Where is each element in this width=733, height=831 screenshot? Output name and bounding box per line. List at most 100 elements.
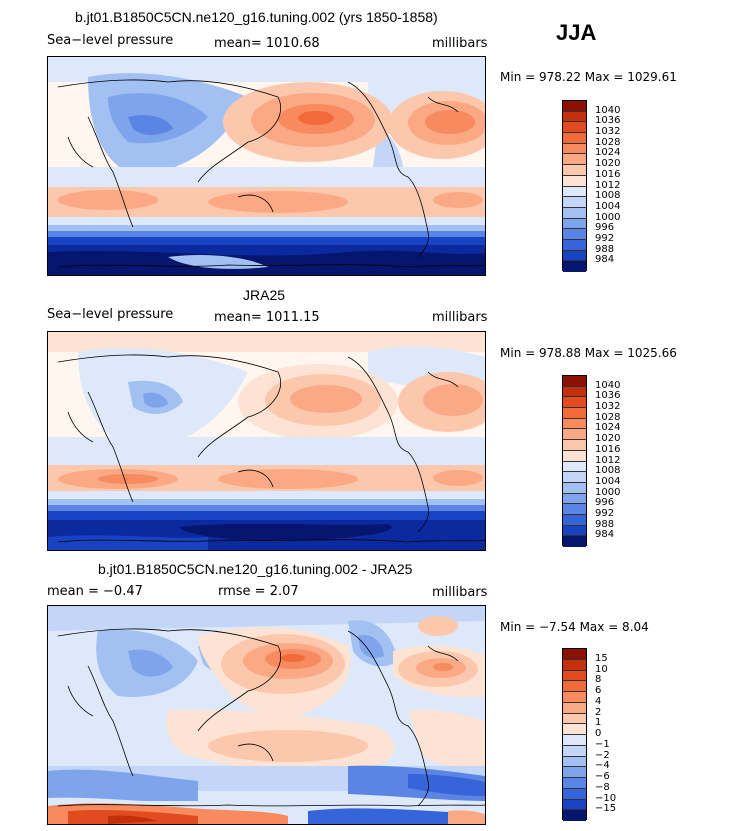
panel-1-variable-label: Sea−level pressure: [47, 33, 174, 48]
colorbar-bin: [563, 154, 586, 166]
colorbar-bin: [563, 207, 586, 219]
panel-3-rmse: rmse = 2.07: [218, 584, 299, 599]
colorbar-bin: [563, 218, 586, 230]
colorbar-bin: [563, 376, 586, 387]
colorbar-bin: [563, 133, 586, 144]
panel-2-minmax: Min = 978.88 Max = 1025.66: [500, 346, 677, 360]
colorbar-tick-label: 1028: [595, 136, 621, 148]
colorbar-tick-label: 1008: [595, 465, 621, 477]
colorbar-tick-label: 992: [595, 232, 615, 244]
colorbar-bin: [563, 681, 586, 692]
colorbar-bin: [563, 418, 586, 430]
panel-2-variable-label: Sea−level pressure: [47, 307, 174, 322]
colorbar-bin: [563, 778, 586, 789]
colorbar-bin: [563, 482, 586, 494]
panel-1-minmax: Min = 978.22 Max = 1029.61: [500, 70, 677, 84]
colorbar-bin: [563, 713, 586, 725]
colorbar-tick-label: 984: [595, 529, 615, 541]
panel-1-units: millibars: [432, 36, 488, 51]
colorbar-tick-label: 984: [595, 254, 615, 266]
colorbar-tick-label: 2: [595, 706, 602, 718]
colorbar-bin: [563, 745, 586, 757]
panel-1-mean: mean= 1010.68: [214, 36, 320, 51]
colorbar-bin: [563, 408, 586, 419]
colorbar-tick-label: 1004: [595, 475, 621, 487]
colorbar-tick-label: −15: [595, 803, 617, 815]
colorbar-tick-label: 1000: [595, 486, 621, 498]
colorbar-bin: [563, 493, 586, 505]
colorbar-tick-label: 988: [595, 518, 615, 530]
colorbar-bin: [563, 229, 586, 240]
colorbar-tick-label: 988: [595, 243, 615, 255]
panel-2-title: JRA25: [243, 287, 286, 303]
panel-3-colorbar: [562, 648, 587, 821]
colorbar-tick-label: 1024: [595, 147, 621, 159]
colorbar-tick-label: 10: [595, 663, 608, 675]
colorbar-bin: [563, 514, 586, 526]
colorbar-bin: [563, 692, 586, 703]
season-label: JJA: [556, 20, 597, 45]
colorbar-tick-label: 1020: [595, 433, 621, 445]
colorbar-bin: [563, 735, 586, 746]
panel-3-mean: mean = −0.47: [47, 584, 143, 599]
colorbar-tick-label: 1036: [595, 390, 621, 402]
colorbar-bin: [563, 165, 586, 176]
panel-3-map: [47, 605, 486, 825]
colorbar-bin: [563, 111, 586, 123]
colorbar-bin: [563, 756, 586, 768]
colorbar-bin: [563, 788, 586, 800]
colorbar-bin: [563, 810, 586, 821]
panel-2-colorbar: [562, 375, 587, 547]
colorbar-tick-label: 1040: [595, 104, 621, 116]
colorbar-bin: [563, 525, 586, 537]
colorbar-bin: [563, 504, 586, 515]
colorbar-bin: [563, 536, 586, 547]
colorbar-bin: [563, 440, 586, 451]
panel-3-units: millibars: [432, 585, 488, 600]
colorbar-tick-label: 1012: [595, 179, 621, 191]
panel-2-map: [47, 331, 486, 551]
colorbar-bin: [563, 143, 586, 155]
colorbar-tick-label: 1024: [595, 422, 621, 434]
colorbar-bin: [563, 724, 586, 735]
colorbar-tick-label: 1012: [595, 454, 621, 466]
colorbar-tick-label: −6: [595, 771, 610, 782]
colorbar-tick-label: 1004: [595, 200, 621, 212]
panel-1-title: b.jt01.B1850C5CN.ne120_g16.tuning.002 (y…: [75, 9, 438, 25]
colorbar-bin: [563, 649, 586, 660]
colorbar-tick-label: 992: [595, 507, 615, 519]
colorbar-bin: [563, 659, 586, 671]
colorbar-tick-label: 0: [595, 728, 602, 739]
colorbar-bin: [563, 429, 586, 441]
colorbar-tick-label: 15: [595, 652, 608, 664]
panel-2-mean: mean= 1011.15: [214, 310, 320, 325]
colorbar-bin: [563, 461, 586, 473]
colorbar-tick-label: 996: [595, 222, 615, 234]
colorbar-bin: [563, 670, 586, 682]
colorbar-tick-label: 1036: [595, 115, 621, 127]
colorbar-tick-label: 1000: [595, 211, 621, 223]
colorbar-tick-label: 1032: [595, 401, 621, 413]
colorbar-tick-label: 1016: [595, 443, 621, 455]
colorbar-bin: [563, 261, 586, 272]
colorbar-bin: [563, 101, 586, 112]
colorbar-bin: [563, 397, 586, 409]
colorbar-bin: [563, 175, 586, 187]
colorbar-tick-label: 1008: [595, 190, 621, 202]
panel-1-map: [47, 56, 486, 276]
colorbar-tick-label: 8: [595, 674, 602, 686]
colorbar-bin: [563, 472, 586, 483]
panel-1-colorbar: [562, 100, 587, 272]
colorbar-tick-label: 1028: [595, 411, 621, 423]
colorbar-bin: [563, 450, 586, 462]
colorbar-tick-label: 1016: [595, 168, 621, 180]
colorbar-bin: [563, 767, 586, 778]
colorbar-bin: [563, 702, 586, 714]
colorbar-bin: [563, 122, 586, 134]
colorbar-tick-label: 1040: [595, 379, 621, 391]
colorbar-tick-label: −4: [595, 760, 610, 772]
colorbar-bin: [563, 186, 586, 198]
colorbar-tick-label: 6: [595, 685, 602, 696]
colorbar-bin: [563, 799, 586, 811]
panel-3-title: b.jt01.B1850C5CN.ne120_g16.tuning.002 - …: [98, 561, 413, 577]
